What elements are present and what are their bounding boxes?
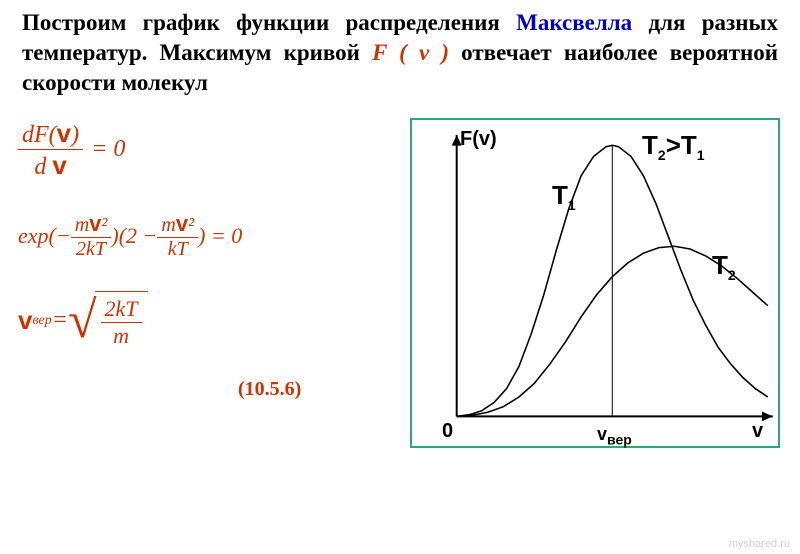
equation-3: vвер = √ 2kT m <box>18 291 398 351</box>
intro-prefix: Построим график функции распределения <box>22 10 516 35</box>
chart-t2-label: T2 <box>712 250 736 283</box>
watermark: myshared.ru <box>729 538 790 550</box>
eq3-lhs: v <box>18 305 32 336</box>
equation-2: exp(− mv² 2kT )(2 − mv² kT ) = 0 <box>18 211 398 261</box>
eq3-rad-num: 2kT <box>101 296 142 323</box>
eq3-rad-den: m <box>109 323 133 349</box>
eq1-rhs: = 0 <box>91 136 125 163</box>
chart-vver: vвер <box>597 424 632 448</box>
chart-origin: 0 <box>442 420 453 443</box>
intro-fv: F ( v ) <box>372 40 449 65</box>
eq2-mid: )(2 − <box>111 223 157 249</box>
eq1-den: d v <box>34 154 66 180</box>
eq2-exp: exp(− <box>18 223 71 249</box>
chart-title: T2>T1 <box>642 130 705 163</box>
chart-v: v <box>752 420 763 443</box>
equation-1: dF(v) d v = 0 <box>18 118 398 181</box>
maxwell-chart: F(v) T2>T1 T1 T2 0 vвер v <box>410 118 780 448</box>
intro-maxwell: Максвелла <box>516 10 632 35</box>
formula-block: dF(v) d v = 0 exp(− mv² 2kT )(2 − mv² kT… <box>18 118 398 381</box>
eq3-sub: вер <box>32 313 51 329</box>
eq2-end: ) = 0 <box>198 223 242 249</box>
chart-t1-label: T1 <box>552 180 576 213</box>
chart-y-label: F(v) <box>460 128 497 151</box>
eq3-eq: = <box>52 307 68 334</box>
eq1-num: dF(v) <box>22 122 79 148</box>
eq3-sqrt: √ 2kT m <box>68 291 148 351</box>
intro-paragraph: Построим график функции распределения Ма… <box>0 0 800 98</box>
equation-number: (10.5.6) <box>238 378 301 401</box>
